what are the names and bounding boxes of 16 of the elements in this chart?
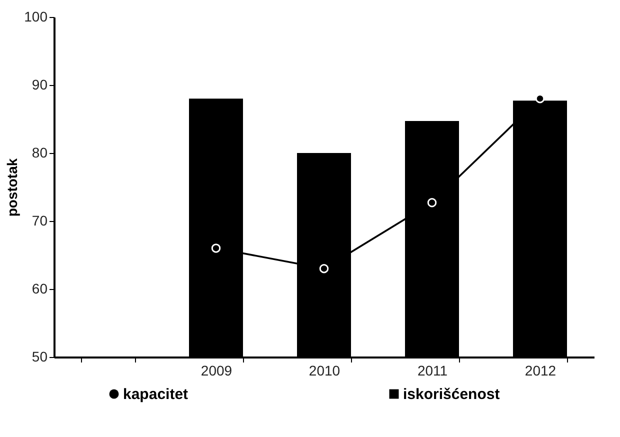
x-tick-label: 2010	[308, 362, 340, 378]
y-axis-title: postotak	[4, 158, 20, 217]
y-tick-label: 70	[32, 212, 48, 228]
legend-label: kapacitet	[123, 386, 188, 403]
legend-label: iskorišćenost	[403, 386, 500, 403]
x-tick-label: 2012	[524, 362, 556, 378]
x-tick-label: 2009	[200, 362, 232, 378]
x-tick-label: 2011	[417, 362, 448, 378]
point	[319, 264, 329, 274]
y-tick-label: 60	[32, 280, 48, 296]
y-tick-label: 50	[32, 348, 48, 364]
y-tick-label: 100	[24, 8, 48, 24]
y-tick-label: 90	[32, 76, 48, 92]
point	[427, 198, 437, 208]
point	[211, 244, 221, 253]
y-tick-label: 80	[32, 144, 48, 160]
